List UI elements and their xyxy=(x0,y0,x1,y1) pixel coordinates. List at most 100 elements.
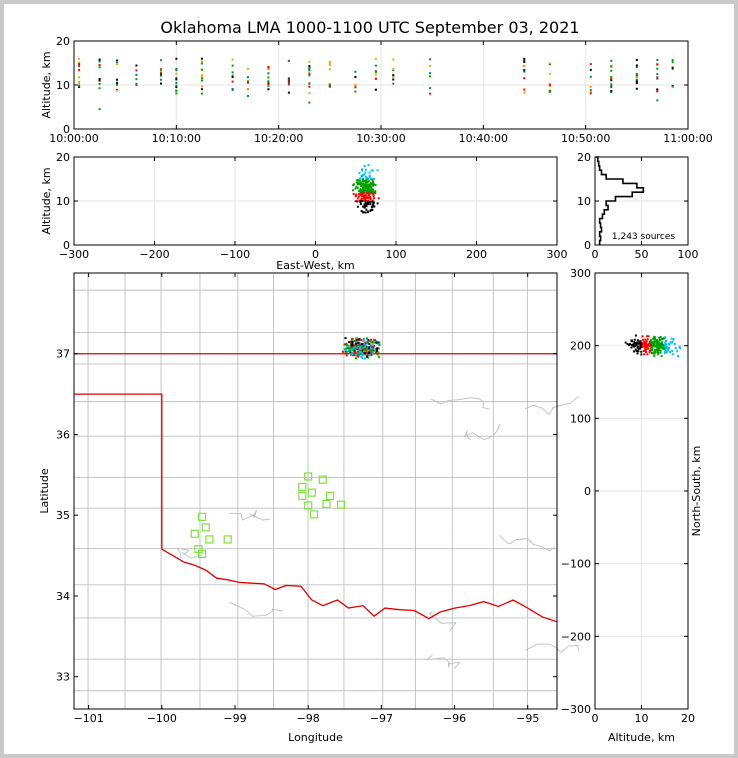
time-altitude-xtick-label: 10:20:00 xyxy=(254,132,303,145)
plan-view-source xyxy=(370,350,373,353)
ew-altitude-source xyxy=(358,179,361,182)
ns-altitude-source xyxy=(631,344,634,347)
ns-altitude-ytick-label: 100 xyxy=(570,412,591,425)
ew-altitude-source xyxy=(360,185,363,188)
ew-altitude-source xyxy=(364,211,367,214)
time-altitude-source xyxy=(374,77,377,80)
time-altitude-source xyxy=(308,85,311,88)
plan-view-source xyxy=(360,339,363,342)
ns-altitude-source xyxy=(636,341,639,344)
lma-station-marker xyxy=(197,512,207,521)
plan-view-source xyxy=(375,351,378,354)
time-altitude-source xyxy=(287,59,290,62)
plan-view-source xyxy=(353,349,356,352)
altitude-histogram-xtick-label: 50 xyxy=(635,248,649,261)
time-altitude-source xyxy=(159,59,162,62)
time-altitude-source xyxy=(267,80,270,83)
time-altitude-source xyxy=(115,89,118,92)
time-altitude-source xyxy=(200,57,203,60)
ew-altitude-source xyxy=(369,197,372,200)
plan-view-source xyxy=(343,348,346,351)
ns-altitude-source xyxy=(633,341,636,344)
ns-altitude-source xyxy=(657,344,660,347)
time-altitude-source xyxy=(589,89,592,92)
ns-altitude-source xyxy=(636,352,639,355)
plan-view-source xyxy=(377,347,380,350)
ns-altitude-source xyxy=(644,348,647,351)
ns-altitude-source xyxy=(670,341,673,344)
ns-altitude-source xyxy=(668,347,671,350)
ns-altitude-source xyxy=(641,342,644,345)
time-altitude-source xyxy=(246,95,249,97)
ew-altitude-xtick-label: 0 xyxy=(312,248,319,261)
ns-altitude-source xyxy=(650,339,653,342)
time-altitude-source xyxy=(78,80,81,83)
ew-altitude-source xyxy=(358,192,361,195)
plan-view-source xyxy=(377,343,380,346)
time-altitude-source xyxy=(287,80,290,83)
time-altitude-source xyxy=(610,69,613,72)
ns-altitude-source xyxy=(656,351,659,354)
ew-altitude-source xyxy=(364,203,367,206)
ew-altitude-source xyxy=(365,168,368,171)
ns-altitude-source xyxy=(665,349,668,352)
plan-view-source xyxy=(343,343,346,346)
plan-view-source xyxy=(345,344,348,347)
plan-view-source xyxy=(360,343,363,346)
ns-altitude-source xyxy=(639,342,642,345)
time-altitude-source xyxy=(308,71,311,74)
plan-view-source xyxy=(351,340,354,343)
time-altitude-source xyxy=(267,65,270,68)
plan-view-source xyxy=(364,353,367,356)
time-altitude-source xyxy=(429,87,432,90)
ns-altitude-source xyxy=(650,347,653,350)
plan-view-xtick-label: −99 xyxy=(223,712,246,725)
ew-altitude-ylabel: Altitude, km xyxy=(40,167,53,234)
plan-view-source xyxy=(359,342,362,345)
ns-altitude-xtick-label: 0 xyxy=(592,712,599,725)
ns-altitude-source xyxy=(662,337,665,340)
time-altitude-source xyxy=(354,86,357,89)
time-altitude-source xyxy=(354,70,357,73)
ew-altitude-source xyxy=(366,180,369,183)
ew-altitude-source xyxy=(365,205,368,208)
plan-view-source xyxy=(376,353,379,356)
time-altitude-source xyxy=(175,86,178,89)
time-altitude-source xyxy=(308,73,311,76)
time-altitude-source xyxy=(98,63,101,66)
time-altitude-source xyxy=(610,59,613,62)
ns-altitude-source xyxy=(663,346,666,349)
time-altitude-source xyxy=(548,83,551,86)
time-altitude-source xyxy=(135,83,138,86)
time-altitude-source xyxy=(656,76,659,79)
plan-view-source xyxy=(367,353,370,356)
ns-altitude-ytick-label: −100 xyxy=(561,558,591,571)
ns-altitude-source xyxy=(663,348,666,351)
time-altitude-source xyxy=(78,82,81,85)
ns-altitude-frame xyxy=(594,272,689,710)
plan-view-source xyxy=(350,342,353,345)
plan-view-source xyxy=(376,347,379,350)
ns-altitude-source xyxy=(660,341,663,344)
plan-view-source xyxy=(346,347,349,350)
ns-altitude-source xyxy=(656,344,659,347)
ew-altitude-xtick-label: −100 xyxy=(220,248,250,261)
ew-altitude-source xyxy=(367,185,370,188)
ns-altitude-source xyxy=(658,338,661,341)
ns-altitude-source xyxy=(629,343,632,346)
ns-altitude-source xyxy=(657,349,660,352)
altitude-histogram-xtick-label: 100 xyxy=(678,248,699,261)
ew-altitude-source xyxy=(356,200,359,203)
ew-altitude-source xyxy=(362,211,365,214)
ns-altitude-source xyxy=(665,351,668,354)
time-altitude-source xyxy=(246,88,249,91)
ew-altitude-source xyxy=(364,204,367,207)
ew-altitude-source xyxy=(359,188,362,191)
ew-altitude-source xyxy=(371,199,374,202)
time-altitude-source xyxy=(115,63,118,66)
time-altitude-source xyxy=(246,80,249,83)
ew-altitude-source xyxy=(355,194,358,197)
plan-view-xtick-label: −101 xyxy=(74,712,104,725)
altitude-histogram-line xyxy=(595,156,645,245)
ns-altitude-source xyxy=(636,339,639,342)
